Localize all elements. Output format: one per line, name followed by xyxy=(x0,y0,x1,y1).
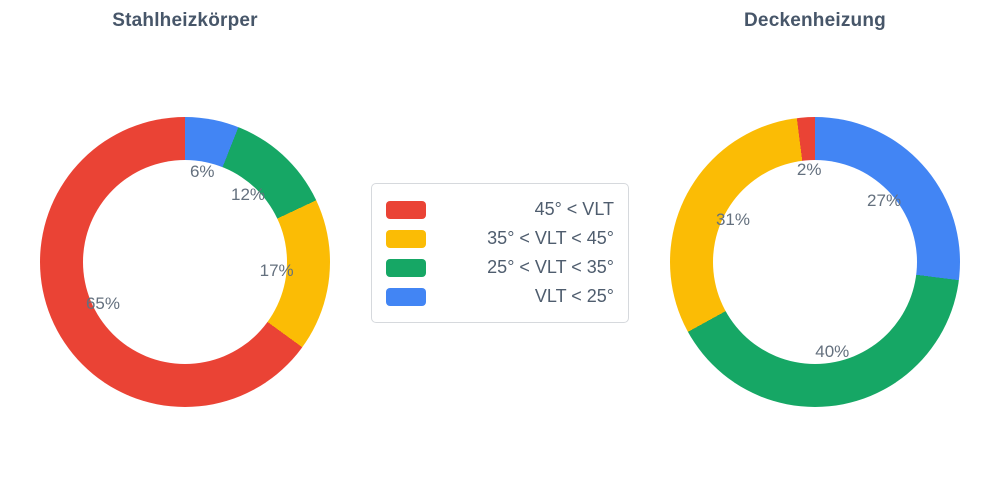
legend-swatch-green xyxy=(386,258,426,277)
donut-chart-stahlheizkoerper[interactable]: 65% 17% 12% 6% xyxy=(40,117,330,407)
legend-item-vlt-25[interactable]: VLT < 25° xyxy=(386,282,614,311)
legend-label: 45° < VLT xyxy=(534,199,614,219)
donut-hole xyxy=(83,160,287,364)
legend-swatch-blue xyxy=(386,287,426,306)
legend-item-35-45[interactable]: 35° < VLT < 45° xyxy=(386,224,614,253)
slice-percent-label: 17% xyxy=(259,260,294,280)
legend-label: 35° < VLT < 45° xyxy=(487,228,614,248)
donut-hole xyxy=(713,160,917,364)
slice-percent-label: 12% xyxy=(231,184,266,204)
slice-percent-label: 6% xyxy=(189,161,215,181)
legend-label: 25° < VLT < 35° xyxy=(487,257,614,277)
slice-percent-label: 40% xyxy=(815,342,850,362)
legend-label: VLT < 25° xyxy=(534,286,614,306)
slice-percent-label: 65% xyxy=(85,293,120,313)
chart-legend: 45° < VLT 35° < VLT < 45° 25° < VLT < 35… xyxy=(371,183,629,323)
slice-percent-label: 2% xyxy=(796,160,822,180)
legend-swatch-red xyxy=(386,200,426,219)
chart-title-stahlheizkoerper: Stahlheizkörper xyxy=(112,10,258,31)
slice-percent-label: 31% xyxy=(715,210,750,230)
legend-item-25-35[interactable]: 25° < VLT < 35° xyxy=(386,253,614,282)
legend-item-45-vlt[interactable]: 45° < VLT xyxy=(386,195,614,224)
donut-chart-deckenheizung[interactable]: 2% 31% 40% 27% xyxy=(670,117,960,407)
chart-title-deckenheizung: Deckenheizung xyxy=(744,10,886,31)
slice-percent-label: 27% xyxy=(867,191,902,211)
legend-swatch-yellow xyxy=(386,229,426,248)
